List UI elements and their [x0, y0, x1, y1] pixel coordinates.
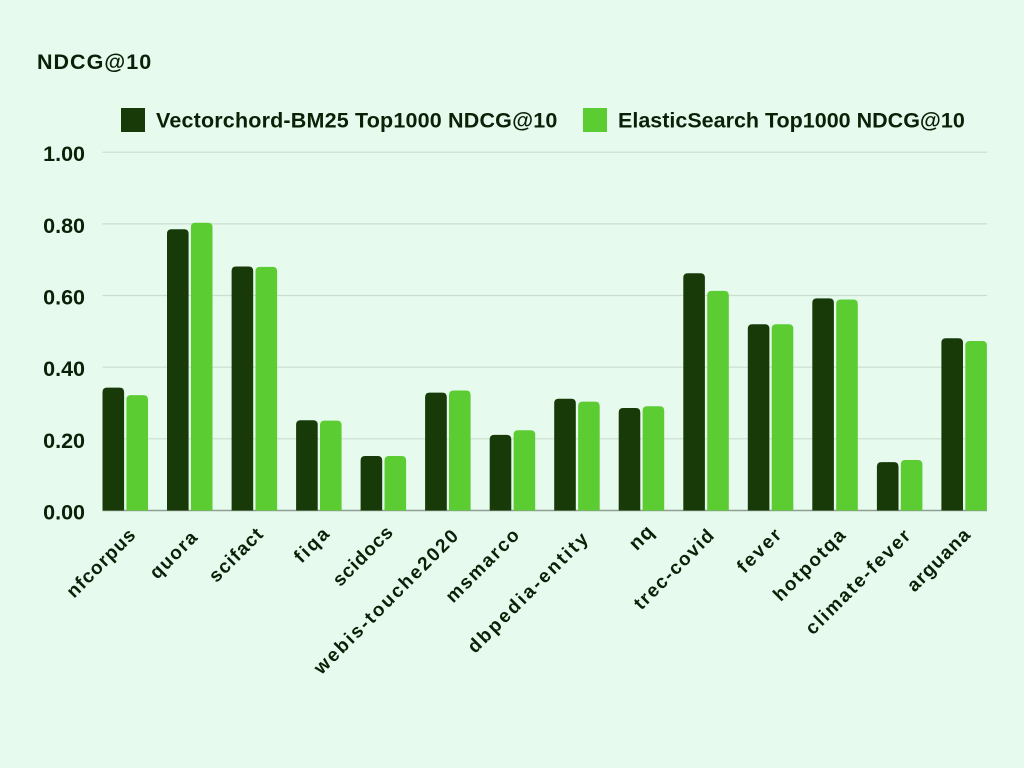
svg-text:Vectorchord-BM25 Top1000 NDCG@: Vectorchord-BM25 Top1000 NDCG@10 [156, 109, 557, 133]
svg-text:0.20: 0.20 [43, 429, 85, 453]
svg-text:0.80: 0.80 [43, 214, 85, 238]
svg-text:ElasticSearch Top1000 NDCG@10: ElasticSearch Top1000 NDCG@10 [618, 109, 965, 133]
svg-text:1.00: 1.00 [43, 142, 85, 166]
svg-text:0.00: 0.00 [43, 501, 85, 525]
svg-text:NDCG@10: NDCG@10 [37, 50, 152, 74]
svg-text:0.40: 0.40 [43, 357, 85, 381]
svg-text:0.60: 0.60 [43, 286, 85, 310]
